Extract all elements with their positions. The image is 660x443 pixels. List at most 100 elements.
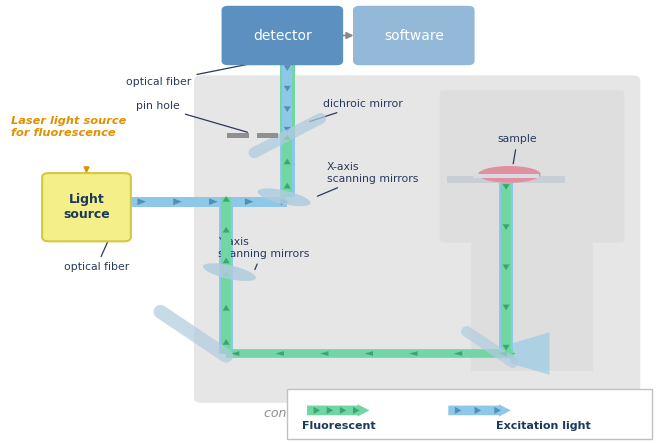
Polygon shape [209,198,218,205]
Bar [501,180,512,354]
Text: detector: detector [253,28,312,43]
Polygon shape [221,311,231,316]
Polygon shape [222,305,230,311]
Bar [221,272,231,354]
Bar [282,61,292,136]
Polygon shape [282,121,292,127]
Polygon shape [222,271,230,276]
Polygon shape [282,140,292,146]
Polygon shape [222,227,230,233]
Polygon shape [503,264,510,270]
FancyBboxPatch shape [194,75,436,403]
FancyBboxPatch shape [42,173,131,241]
Text: (inverted or upright): (inverted or upright) [541,409,641,420]
Polygon shape [245,198,253,205]
Polygon shape [221,276,231,282]
Text: Fluorescent: Fluorescent [302,421,376,431]
Polygon shape [222,196,230,202]
Polygon shape [284,134,291,140]
Polygon shape [284,127,291,132]
Polygon shape [329,350,337,357]
Text: pin hole: pin hole [136,101,248,132]
Polygon shape [284,106,291,112]
Polygon shape [222,257,230,263]
Bar [257,133,279,138]
Polygon shape [503,345,510,350]
Polygon shape [282,101,292,106]
Bar [124,197,287,206]
Polygon shape [501,179,512,184]
Polygon shape [314,407,320,414]
FancyBboxPatch shape [424,75,640,403]
Bar [219,197,234,272]
Polygon shape [275,351,284,356]
Bar [447,176,565,183]
Polygon shape [503,224,510,230]
Polygon shape [320,351,329,356]
Bar [280,136,294,197]
Polygon shape [284,350,292,357]
FancyBboxPatch shape [440,90,624,243]
Bar [219,272,234,354]
Polygon shape [327,407,333,414]
Polygon shape [280,198,289,205]
Polygon shape [221,202,231,207]
Polygon shape [282,164,292,170]
Polygon shape [221,233,231,238]
Text: sample: sample [498,134,537,164]
Bar [221,197,231,272]
Text: X-axis
scanning mirrors: X-axis scanning mirrors [317,162,418,196]
Polygon shape [364,351,373,356]
Polygon shape [221,263,231,269]
Ellipse shape [257,188,310,206]
Polygon shape [501,259,512,264]
Polygon shape [418,350,426,357]
Polygon shape [284,86,291,92]
Polygon shape [240,350,248,357]
Text: optical fiber: optical fiber [64,222,129,272]
Text: Laser light source
for fluorescence: Laser light source for fluorescence [11,116,127,138]
Polygon shape [475,407,481,414]
Bar [226,350,513,357]
Polygon shape [284,183,291,188]
FancyBboxPatch shape [222,6,343,65]
Polygon shape [284,159,291,164]
Bar [499,180,513,354]
FancyBboxPatch shape [287,389,652,439]
FancyArrow shape [448,404,511,416]
Bar [280,61,294,136]
Polygon shape [340,407,347,414]
Text: microscope: microscope [463,408,548,420]
Polygon shape [510,332,550,375]
Polygon shape [174,198,182,205]
Text: Y-axis
scanning mirrors: Y-axis scanning mirrors [218,237,310,270]
Bar [226,349,513,358]
Polygon shape [494,407,501,414]
Polygon shape [501,299,512,305]
Polygon shape [462,350,471,357]
Polygon shape [503,184,510,190]
Polygon shape [353,407,360,414]
Text: Excitation light: Excitation light [496,421,591,431]
Polygon shape [137,198,146,205]
Polygon shape [222,339,230,345]
Polygon shape [231,351,240,356]
Ellipse shape [478,166,541,183]
Polygon shape [503,305,510,310]
Text: dichroic mirror: dichroic mirror [310,99,403,121]
Polygon shape [373,350,381,357]
FancyArrow shape [307,404,370,416]
Polygon shape [453,351,462,356]
Text: confocal system: confocal system [265,408,366,420]
FancyBboxPatch shape [353,6,475,65]
Ellipse shape [203,263,256,281]
Polygon shape [507,350,515,357]
Text: software: software [384,28,444,43]
Text: optical fiber: optical fiber [126,57,284,87]
Bar [473,174,539,179]
Polygon shape [498,351,507,356]
Polygon shape [409,351,418,356]
Text: Light
source: Light source [63,193,110,221]
Bar [282,136,292,197]
Polygon shape [501,218,512,224]
